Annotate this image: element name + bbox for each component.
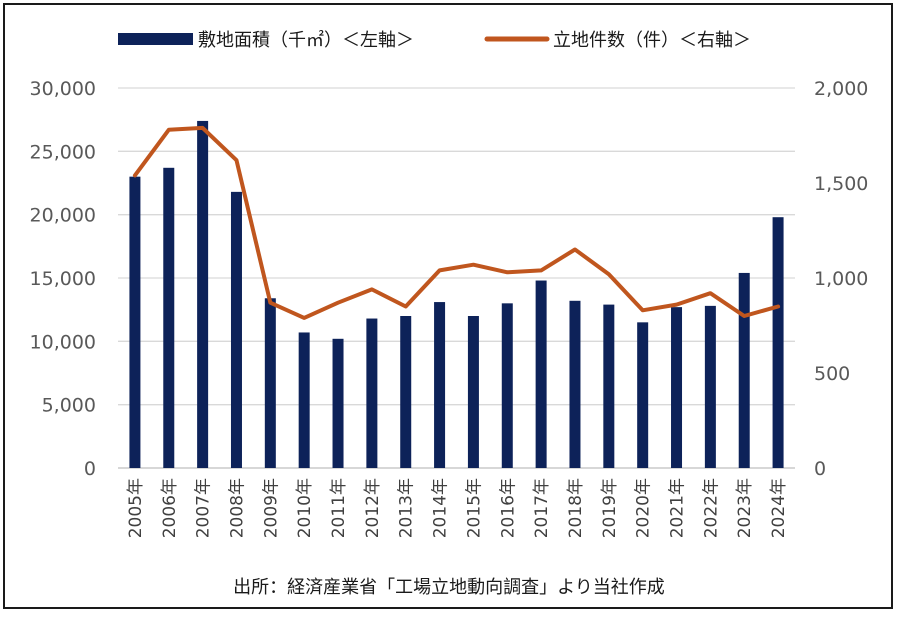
bar bbox=[230, 191, 242, 468]
bar bbox=[738, 272, 750, 468]
x-tick-label: 2019年 bbox=[600, 478, 620, 538]
bar-series bbox=[129, 120, 784, 469]
x-tick-label: 2024年 bbox=[769, 478, 789, 538]
x-tick-label: 2010年 bbox=[295, 478, 315, 538]
left-tick-label: 25,000 bbox=[30, 141, 96, 163]
bar bbox=[434, 302, 446, 468]
right-tick-label: 500 bbox=[814, 363, 850, 385]
bar bbox=[264, 298, 276, 468]
bar bbox=[366, 318, 378, 468]
right-tick-label: 2,000 bbox=[814, 78, 868, 100]
legend: 敷地面積（千㎡）＜左軸＞ 立地件数（件）＜右軸＞ bbox=[118, 29, 751, 51]
bar bbox=[704, 305, 716, 468]
legend-swatch-bar bbox=[118, 33, 193, 45]
x-tick-label: 2011年 bbox=[329, 478, 349, 538]
bar bbox=[569, 300, 581, 468]
bar bbox=[467, 316, 479, 468]
x-tick-label: 2020年 bbox=[634, 478, 654, 538]
right-tick-label: 1,500 bbox=[814, 173, 868, 195]
x-tick-label: 2016年 bbox=[498, 478, 518, 538]
left-tick-label: 5,000 bbox=[42, 395, 96, 417]
left-axis: 0 5,000 10,000 15,000 20,000 25,000 30,000 bbox=[30, 78, 96, 480]
x-tick-label: 2021年 bbox=[668, 478, 688, 538]
bar bbox=[501, 303, 513, 468]
x-axis: 2005年 2006年 2007年 2008年 2009年 2010年 2011年 2012年… bbox=[126, 478, 789, 538]
x-tick-label: 2007年 bbox=[194, 478, 214, 538]
bar bbox=[332, 338, 344, 468]
right-axis: 0 500 1,000 1,500 2,000 bbox=[814, 78, 868, 480]
bar bbox=[400, 316, 412, 468]
gridlines bbox=[118, 87, 795, 469]
left-tick-label: 15,000 bbox=[30, 268, 96, 290]
legend-label-bar: 敷地面積（千㎡）＜左軸＞ bbox=[198, 29, 414, 51]
bar bbox=[772, 217, 784, 468]
bar bbox=[298, 332, 310, 468]
x-tick-label: 2005年 bbox=[126, 478, 146, 538]
left-tick-label: 30,000 bbox=[30, 78, 96, 100]
x-tick-label: 2009年 bbox=[261, 478, 281, 538]
x-tick-label: 2006年 bbox=[160, 478, 180, 538]
right-tick-label: 1,000 bbox=[814, 268, 868, 290]
bar bbox=[671, 307, 683, 468]
x-tick-label: 2014年 bbox=[431, 478, 451, 538]
right-tick-label: 0 bbox=[814, 458, 826, 480]
x-tick-label: 2018年 bbox=[566, 478, 586, 538]
legend-label-line: 立地件数（件）＜右軸＞ bbox=[553, 30, 751, 51]
bar bbox=[535, 280, 547, 468]
bar bbox=[163, 167, 175, 469]
source-caption: 出所：経済産業省「工場立地動向調査」より当社作成 bbox=[233, 577, 665, 598]
bar bbox=[129, 176, 141, 468]
x-tick-label: 2023年 bbox=[735, 478, 755, 538]
left-tick-label: 10,000 bbox=[30, 331, 96, 353]
x-tick-label: 2008年 bbox=[227, 478, 247, 538]
x-tick-label: 2015年 bbox=[464, 478, 484, 538]
bar bbox=[197, 120, 209, 468]
line-series bbox=[132, 125, 781, 320]
bar bbox=[637, 322, 649, 468]
x-tick-label: 2012年 bbox=[363, 478, 383, 538]
left-tick-label: 20,000 bbox=[30, 205, 96, 227]
left-tick-label: 0 bbox=[84, 458, 96, 480]
x-tick-label: 2022年 bbox=[701, 478, 721, 538]
x-tick-label: 2017年 bbox=[532, 478, 552, 538]
bar bbox=[603, 304, 615, 468]
series-line bbox=[132, 125, 781, 320]
x-tick-label: 2013年 bbox=[397, 478, 417, 538]
